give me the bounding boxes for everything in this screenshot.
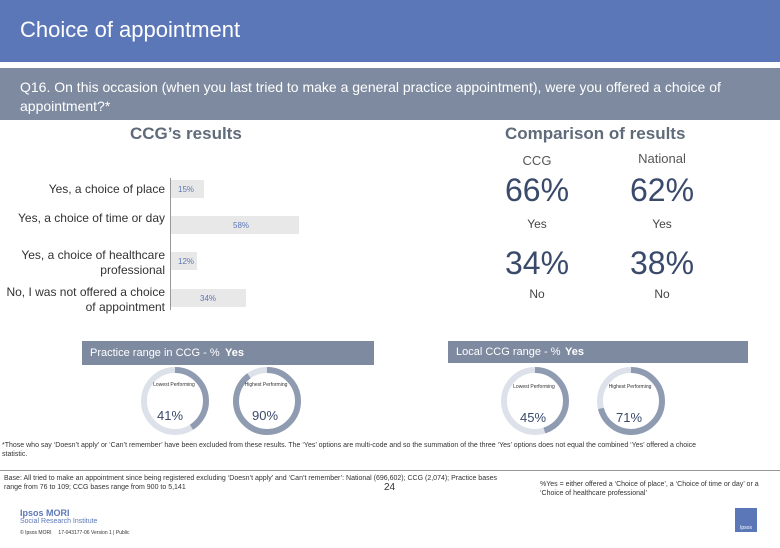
question-banner bbox=[0, 68, 780, 120]
bar-value-professional: 12% bbox=[178, 257, 195, 266]
practice-range-banner: Practice range in CCG - % Yes bbox=[82, 341, 374, 365]
title-bar bbox=[0, 0, 780, 62]
bar-professional bbox=[171, 252, 198, 270]
comparison-ccg-yes-label: Yes bbox=[527, 217, 547, 231]
practice-lowest-arc bbox=[141, 367, 209, 435]
comparison-ccg-no: 34% bbox=[504, 245, 570, 281]
local-lowest-ring bbox=[501, 367, 569, 435]
question-text: Q16. On this occasion (when you last tri… bbox=[20, 79, 721, 114]
comparison-ccg-no-label: No bbox=[529, 287, 545, 301]
bar-value-no: 34% bbox=[200, 294, 217, 303]
local-highest-label: Highest Performing bbox=[608, 384, 652, 390]
slide-title: Choice of appointment bbox=[20, 17, 241, 42]
comparison-national-yes-label: Yes bbox=[652, 217, 672, 231]
comparison-national-no: 38% bbox=[629, 245, 695, 281]
bar-label-time: Yes, a choice of time or day bbox=[18, 211, 165, 225]
ipsos-badge-logo: Ipsos bbox=[735, 508, 757, 532]
practice-lowest-ring bbox=[141, 367, 209, 435]
copyright-text: © Ipsos MORI 17-043177-06 Version 1 | Pu… bbox=[20, 530, 130, 536]
bar-label-no: No, I was not offered a choice of appoin… bbox=[6, 285, 165, 314]
practice-highest-value: 90% bbox=[251, 408, 279, 423]
bar-no bbox=[171, 289, 246, 307]
practice-lowest-label: Lowest Performing bbox=[153, 382, 195, 388]
local-range-banner-bold: Yes bbox=[565, 346, 584, 358]
practice-lowest-value: 41% bbox=[156, 408, 184, 423]
comparison-national-yes: 62% bbox=[629, 172, 695, 208]
practice-highest-arc bbox=[233, 367, 301, 435]
practice-highest-ring bbox=[233, 367, 301, 435]
comparison-national-no-label: No bbox=[654, 287, 670, 301]
local-highest-ring bbox=[597, 367, 665, 435]
bar-value-time: 58% bbox=[233, 221, 250, 230]
comparison-col-ccg: CCG bbox=[522, 153, 552, 168]
sri-logo-text: Social Research Institute bbox=[20, 518, 98, 525]
ccg-results-heading: CCG’s results bbox=[130, 124, 242, 143]
practice-range-banner-text: Practice range in CCG - % bbox=[90, 347, 220, 359]
local-lowest-label: Lowest Performing bbox=[513, 384, 555, 390]
footnote-divider bbox=[0, 470, 780, 471]
ipsos-mori-logo: Ipsos MORI bbox=[20, 508, 70, 518]
bar-value-place: 15% bbox=[178, 185, 195, 194]
practice-range-banner-bold: Yes bbox=[225, 347, 244, 359]
bar-time bbox=[171, 216, 299, 234]
comparison-heading: Comparison of results bbox=[505, 124, 686, 143]
base-footnote: Base: All tried to make an appointment s… bbox=[4, 475, 497, 491]
excluded-footnote: *Those who say ‘Doesn’t apply’ or ‘Can’t… bbox=[2, 442, 697, 458]
local-range-banner-text: Local CCG range - % bbox=[456, 346, 561, 358]
bar-label-place: Yes, a choice of place bbox=[48, 182, 165, 196]
yes-definition-footnote: %Yes = either offered a ‘Choice of place… bbox=[540, 481, 759, 497]
bar-label-professional: Yes, a choice of healthcare professional bbox=[21, 248, 165, 277]
comparison-ccg-yes: 66% bbox=[504, 172, 570, 208]
comparison-col-national: National bbox=[638, 151, 686, 166]
local-highest-value: 71% bbox=[615, 410, 643, 425]
local-lowest-value: 45% bbox=[519, 410, 547, 425]
local-range-banner: Local CCG range - % Yes bbox=[448, 341, 748, 363]
bar-place bbox=[171, 180, 204, 198]
practice-highest-label: Highest Performing bbox=[244, 382, 288, 388]
page-number: 24 bbox=[384, 482, 396, 493]
local-lowest-arc bbox=[501, 367, 569, 435]
bar-axis bbox=[170, 178, 171, 310]
local-highest-arc bbox=[597, 367, 665, 435]
